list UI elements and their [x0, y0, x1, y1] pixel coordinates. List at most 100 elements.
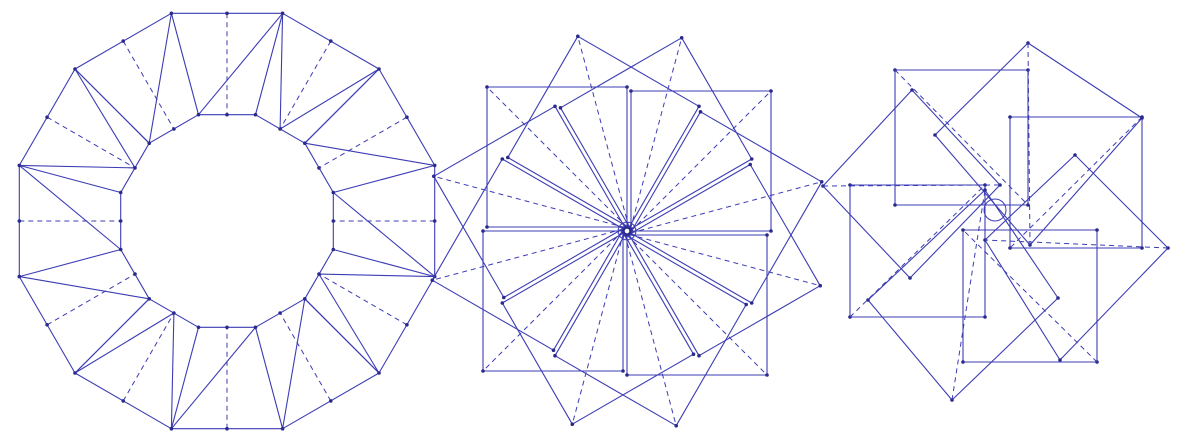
outer-vertex [169, 426, 174, 431]
radial-edge [254, 327, 284, 429]
fold-line [198, 12, 284, 116]
edge-midpoint [225, 11, 229, 16]
rotated-square-edge [624, 234, 747, 305]
pinwheel-diamond-edge [984, 189, 1059, 299]
fold-line [318, 273, 380, 374]
square-diagonal [630, 37, 683, 230]
square-corner [1140, 246, 1144, 250]
dodecagon-net-panel [17, 11, 437, 431]
square-corner [629, 89, 633, 93]
edge-midpoint [317, 166, 321, 170]
square-corner [749, 157, 754, 161]
edge-midpoint [118, 219, 123, 223]
square-corner [432, 174, 436, 179]
rotated-square-edge [560, 107, 631, 230]
inner-vertex [147, 141, 151, 145]
square-corner [697, 104, 701, 109]
square-corner [1026, 68, 1030, 72]
rotated-square-edge [675, 304, 747, 426]
square-corner [769, 229, 773, 233]
rotated-square-edge [572, 353, 694, 425]
square-corner [961, 228, 965, 232]
fold-line [170, 312, 175, 429]
outer-vertex [73, 371, 77, 375]
square-corner [674, 423, 678, 428]
inner-vertex [331, 190, 336, 195]
square-corner [485, 85, 489, 89]
fold-line [332, 192, 436, 278]
square-corner [983, 315, 987, 319]
edge-midpoint [121, 39, 125, 43]
rotated-square-edge [501, 302, 573, 425]
fold-line [318, 273, 435, 278]
diamond-corner [1140, 116, 1144, 120]
pinwheel-diamond-edge [1059, 247, 1169, 361]
pinwheel-diamond-edge [1027, 42, 1143, 119]
diamond-corner [1056, 296, 1060, 300]
square-diagonal [482, 230, 624, 372]
square-corner [749, 301, 754, 305]
square-diagonal [630, 181, 822, 234]
diamond-corner [866, 298, 870, 302]
center-circle [983, 198, 1007, 222]
diamond-dashed [822, 184, 1001, 187]
edge-midpoint [317, 272, 321, 276]
square-diagonal [894, 69, 1029, 206]
dashed-fold [318, 273, 408, 326]
square-pinwheel-panel [821, 41, 1170, 402]
fold-line [19, 164, 136, 169]
dashed-fold [279, 312, 332, 402]
diamond-corner [910, 88, 914, 92]
edge-midpoint [172, 311, 176, 315]
square-corner [961, 360, 965, 364]
square-corner [551, 348, 556, 353]
diamond-dashed [1027, 42, 1031, 246]
square-corner [691, 352, 696, 357]
edge-midpoint [225, 426, 229, 431]
edge-midpoint [225, 112, 229, 117]
diamond-corner [1058, 358, 1062, 362]
pinwheel-diamond-edge [934, 134, 1031, 246]
rotated-square-edge [554, 106, 626, 228]
diamond-dashed [951, 189, 986, 401]
pinwheel-diamond-edge [822, 185, 911, 279]
rotated-square-edge [553, 228, 624, 351]
center-ring-edge [617, 233, 622, 238]
square-corner [1026, 203, 1030, 207]
square-corner [697, 353, 701, 358]
fold-line [170, 326, 256, 430]
fold-line [19, 276, 150, 300]
outer-vertex [280, 11, 285, 16]
rotated-square-edge [502, 232, 624, 304]
square-corner [818, 283, 822, 288]
square-diagonal [849, 184, 986, 318]
rotated-square-edge [502, 158, 624, 230]
pinwheel-diamond-edge [911, 89, 1001, 186]
edge-midpoint [172, 127, 176, 131]
rotated-square-edge [433, 105, 556, 177]
square-corner [481, 229, 485, 233]
square-diagonal [1009, 116, 1143, 249]
diamond-corner [983, 188, 987, 192]
square-corner [553, 104, 557, 109]
fold-line [282, 298, 306, 429]
center-ring-edge [620, 221, 625, 226]
square-corner [1008, 115, 1012, 119]
radial-edge [254, 13, 284, 115]
square-corner [570, 422, 575, 427]
fold-line [74, 68, 136, 169]
square-corner [893, 203, 897, 207]
square-diagonal [962, 229, 1098, 363]
outer-vertex [169, 11, 174, 16]
pinwheel-diamond-edge [822, 89, 913, 187]
edge-midpoint [45, 115, 49, 119]
square-corner [819, 180, 824, 184]
inner-vertex [118, 190, 123, 195]
outer-vertex [280, 426, 285, 431]
rotated-square-edge [749, 164, 821, 286]
inner-vertex [303, 141, 307, 145]
edge-midpoint [225, 325, 229, 330]
dashed-fold [279, 40, 332, 130]
square-corner [765, 233, 769, 237]
